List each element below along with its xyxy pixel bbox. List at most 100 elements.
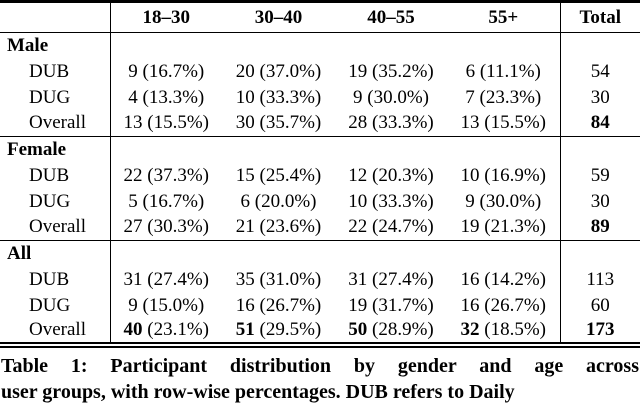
percent-value: (11.1%) [475, 60, 541, 82]
empty-cell [222, 240, 335, 267]
percent-value: (37.0%) [254, 60, 322, 82]
percent-value: (20.0%) [250, 190, 317, 212]
count-cell: 22 (37.3%) [110, 163, 222, 189]
column-header-age-40-55: 40–55 [335, 1, 447, 33]
count-cell: 13 (15.5%) [110, 111, 222, 137]
percent-value: (23.1%) [142, 319, 209, 340]
count-cell: 16 (14.2%) [447, 267, 560, 293]
count-cell: 10 (33.3%) [335, 189, 447, 215]
count-cell: 22 (24.7%) [335, 215, 447, 241]
count-value: 20 [235, 60, 255, 82]
empty-cell [110, 240, 222, 267]
percent-value: (31.7%) [367, 294, 434, 316]
percent-value: (33.3%) [254, 86, 322, 108]
count-cell: 6 (11.1%) [447, 59, 560, 85]
count-value: 12 [348, 164, 368, 186]
count-value: 28 [348, 112, 368, 134]
percent-value: (30.3%) [142, 216, 209, 238]
data-row-all-dub: DUB 31 (27.4%) 35 (31.0%) 31 (27.4%) 16 (14.… [0, 266, 640, 293]
data-row-female-overall: Overall 27 (30.3%) 21 (23.6%) 22 (24.7%) 19 … [0, 214, 640, 241]
count-value: 19 [348, 294, 368, 316]
column-header-empty [0, 1, 111, 33]
group-row-female: Female [0, 136, 640, 163]
percent-value: (30.0%) [362, 86, 429, 108]
count-cell: 30 (35.7%) [222, 111, 335, 137]
count-value: 7 [465, 86, 475, 108]
percent-value: (33.3%) [367, 190, 434, 212]
count-value: 30 [235, 112, 255, 134]
group-row-all: All [0, 240, 640, 267]
column-header-age-30-40: 30–40 [222, 1, 335, 33]
count-cell: 19 (35.2%) [335, 59, 447, 85]
empty-cell [222, 32, 335, 59]
column-header-age-18-30: 18–30 [110, 1, 222, 33]
percent-value: (20.3%) [367, 164, 434, 186]
data-row-male-dug: DUG 4 (13.3%) 10 (33.3%) 9 (30.0%) 7 (23.3%)… [0, 84, 640, 111]
count-value: 31 [123, 268, 143, 290]
count-value: 16 [460, 294, 480, 316]
count-cell: 21 (23.6%) [222, 215, 335, 241]
row-label-all-overall: Overall [0, 318, 111, 345]
empty-cell [110, 32, 222, 59]
column-header-age-55-plus: 55+ [447, 1, 560, 33]
empty-cell [447, 32, 560, 59]
row-label-male-overall: Overall [0, 110, 111, 137]
empty-cell [447, 136, 560, 163]
empty-cell [447, 240, 560, 267]
percent-value: (13.3%) [137, 86, 205, 108]
total-cell: 60 [559, 292, 640, 319]
count-cell: 10 (16.9%) [447, 163, 560, 189]
count-value: 15 [235, 164, 255, 186]
count-cell: 13 (15.5%) [447, 111, 560, 137]
count-cell: 9 (15.0%) [110, 293, 222, 319]
count-cell: 31 (27.4%) [110, 267, 222, 293]
participants-table: 18–30 30–40 40–55 55+ Total Male DUB 9 (16… [0, 0, 640, 348]
percent-value: (15.5%) [142, 112, 209, 134]
count-value: 27 [123, 216, 143, 238]
percent-value: (27.4%) [367, 268, 434, 290]
row-label-all-dug: DUG [0, 292, 111, 319]
table-caption: Table 1: Participant distribution by gen… [0, 353, 640, 406]
count-cell: 9 (30.0%) [447, 189, 560, 215]
count-value: 51 [235, 319, 255, 340]
count-value: 35 [235, 268, 255, 290]
caption-line-1: Table 1: Participant distribution by gen… [1, 354, 639, 377]
count-value: 10 [235, 86, 255, 108]
percent-value: (25.4%) [254, 164, 322, 186]
count-cell: 16 (26.7%) [222, 293, 335, 319]
percent-value: (26.7%) [479, 294, 546, 316]
empty-cell [222, 136, 335, 163]
count-value: 10 [348, 190, 368, 212]
percent-value: (16.7%) [137, 60, 205, 82]
group-label-all: All [0, 240, 111, 267]
row-label-male-dug: DUG [0, 84, 111, 111]
total-cell: 113 [559, 266, 640, 293]
empty-cell [559, 136, 640, 163]
percent-value: (24.7%) [367, 216, 434, 238]
count-value: 9 [353, 86, 363, 108]
row-label-male-dub: DUB [0, 58, 111, 85]
count-value: 6 [240, 190, 251, 212]
count-cell: 5 (16.7%) [110, 189, 222, 215]
count-value: 32 [460, 319, 480, 340]
group-label-female: Female [0, 136, 111, 163]
empty-cell [110, 136, 222, 163]
data-row-all-overall: Overall 40 (23.1%) 51 (29.5%) 50 (28.9%) 32 … [0, 318, 640, 345]
count-cell: 4 (13.3%) [110, 85, 222, 111]
row-label-female-dub: DUB [0, 162, 111, 189]
count-value: 5 [128, 190, 138, 212]
count-cell: 9 (16.7%) [110, 59, 222, 85]
total-cell: 84 [559, 110, 640, 137]
group-row-male: Male [0, 32, 640, 59]
percent-value: (28.9%) [367, 319, 434, 340]
count-cell: 19 (31.7%) [335, 293, 447, 319]
percent-value: (31.0%) [254, 268, 322, 290]
count-cell: 51 (29.5%) [222, 319, 335, 345]
count-value: 22 [348, 216, 368, 238]
percent-value: (29.5%) [254, 319, 322, 340]
percent-value: (15.0%) [137, 294, 205, 316]
count-value: 19 [460, 216, 480, 238]
total-cell: 173 [559, 318, 640, 345]
data-row-male-dub: DUB 9 (16.7%) 20 (37.0%) 19 (35.2%) 6 (11.1%… [0, 58, 640, 85]
count-cell: 9 (30.0%) [335, 85, 447, 111]
